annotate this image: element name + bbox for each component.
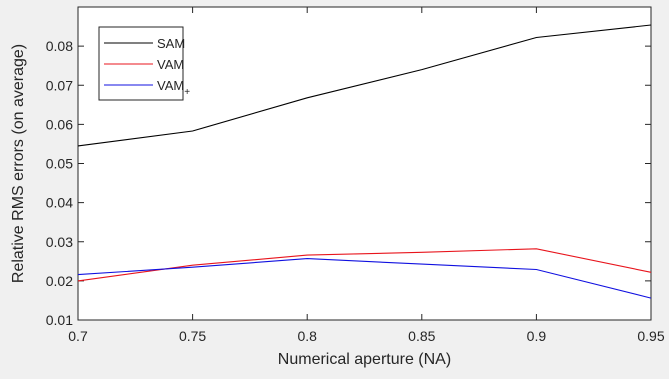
series-line <box>77 24 652 147</box>
x-tick-label: 0.7 <box>68 328 88 344</box>
legend-label-main: VAM <box>157 57 184 72</box>
legend-label: VAM+ <box>157 78 190 98</box>
legend-label: SAM <box>157 36 185 51</box>
y-tick-label: 0.01 <box>46 312 73 328</box>
x-tick-label: 0.9 <box>527 328 547 344</box>
series-sam <box>77 24 652 147</box>
x-axis-label: Numerical aperture (NA) <box>278 351 451 368</box>
y-tick-label: 0.03 <box>46 234 73 250</box>
x-tick-label: 0.8 <box>297 328 317 344</box>
x-tick-label: 0.75 <box>179 328 206 344</box>
axis-ticks: 0.7 0.75 0.8 0.85 0.9 0.95 0.01 0.02 0.03 0.04 0.0… <box>46 7 665 344</box>
y-tick-label: 0.02 <box>46 273 73 289</box>
series-line <box>77 248 652 282</box>
series-layer <box>77 24 652 299</box>
y-tick-label: 0.06 <box>46 116 73 132</box>
legend-label-main: SAM <box>157 36 185 51</box>
series-line <box>77 258 652 299</box>
legend-label: VAM <box>157 57 184 72</box>
y-axis-label: Relative RMS errors (on average) <box>10 44 27 283</box>
legend-label-subscript: + <box>184 87 190 98</box>
y-tick-label: 0.05 <box>46 156 73 172</box>
series-vam-plus <box>77 258 652 299</box>
legend-label-main: VAM <box>157 78 184 93</box>
x-tick-label: 0.85 <box>408 328 435 344</box>
series-vam <box>77 248 652 282</box>
y-tick-label: 0.08 <box>46 38 73 54</box>
y-tick-label: 0.07 <box>46 77 73 93</box>
x-tick-label: 0.95 <box>637 328 664 344</box>
y-tick-label: 0.04 <box>46 195 73 211</box>
